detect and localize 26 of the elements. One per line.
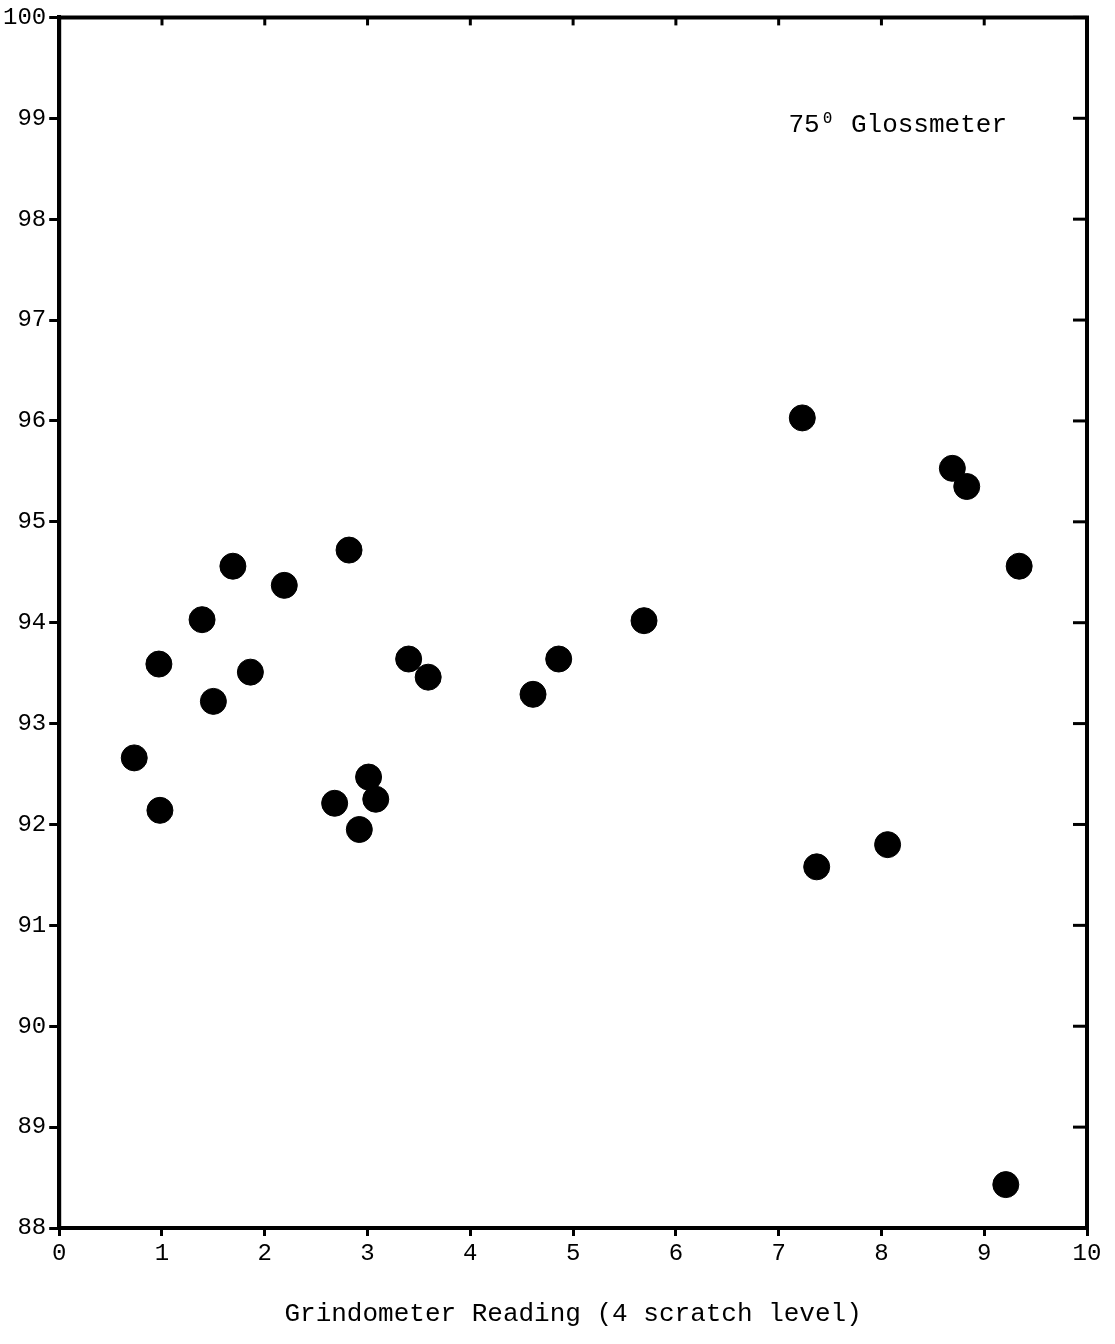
x-tick-label: 0: [52, 1239, 67, 1267]
x-tick-label: 3: [360, 1239, 375, 1267]
x-tick-label: 10: [1072, 1239, 1102, 1267]
x-tick-label: 1: [154, 1239, 170, 1267]
y-tick-label: 93: [17, 709, 47, 737]
x-tick-label: 9: [977, 1239, 992, 1267]
y-tick-label: 95: [17, 508, 47, 536]
y-tick-label: 90: [17, 1012, 47, 1040]
y-tick-label: 94: [17, 609, 47, 637]
y-tick-label: 89: [17, 1113, 47, 1141]
x-tick-label: 8: [874, 1239, 889, 1267]
y-tick-label: 92: [17, 810, 47, 838]
x-tick-label: 4: [463, 1239, 478, 1267]
y-tick-label: 99: [17, 104, 47, 132]
y-tick-label: 96: [17, 407, 47, 435]
x-tick-label: 5: [565, 1239, 581, 1267]
x-tick-label: 7: [771, 1239, 786, 1267]
x-tick-label: 2: [257, 1239, 272, 1267]
y-tick-label: 98: [17, 205, 47, 233]
y-tick-label: 97: [17, 306, 47, 334]
y-tick-label: 100: [2, 3, 47, 31]
x-axis-title: Grindometer Reading (4 scratch level): [284, 1299, 862, 1330]
y-tick-label: 88: [17, 1214, 47, 1242]
y-tick-label: 91: [17, 911, 47, 939]
annotation: 75⁰ Glossmeter: [788, 110, 1007, 141]
x-tick-label: 6: [668, 1239, 684, 1267]
